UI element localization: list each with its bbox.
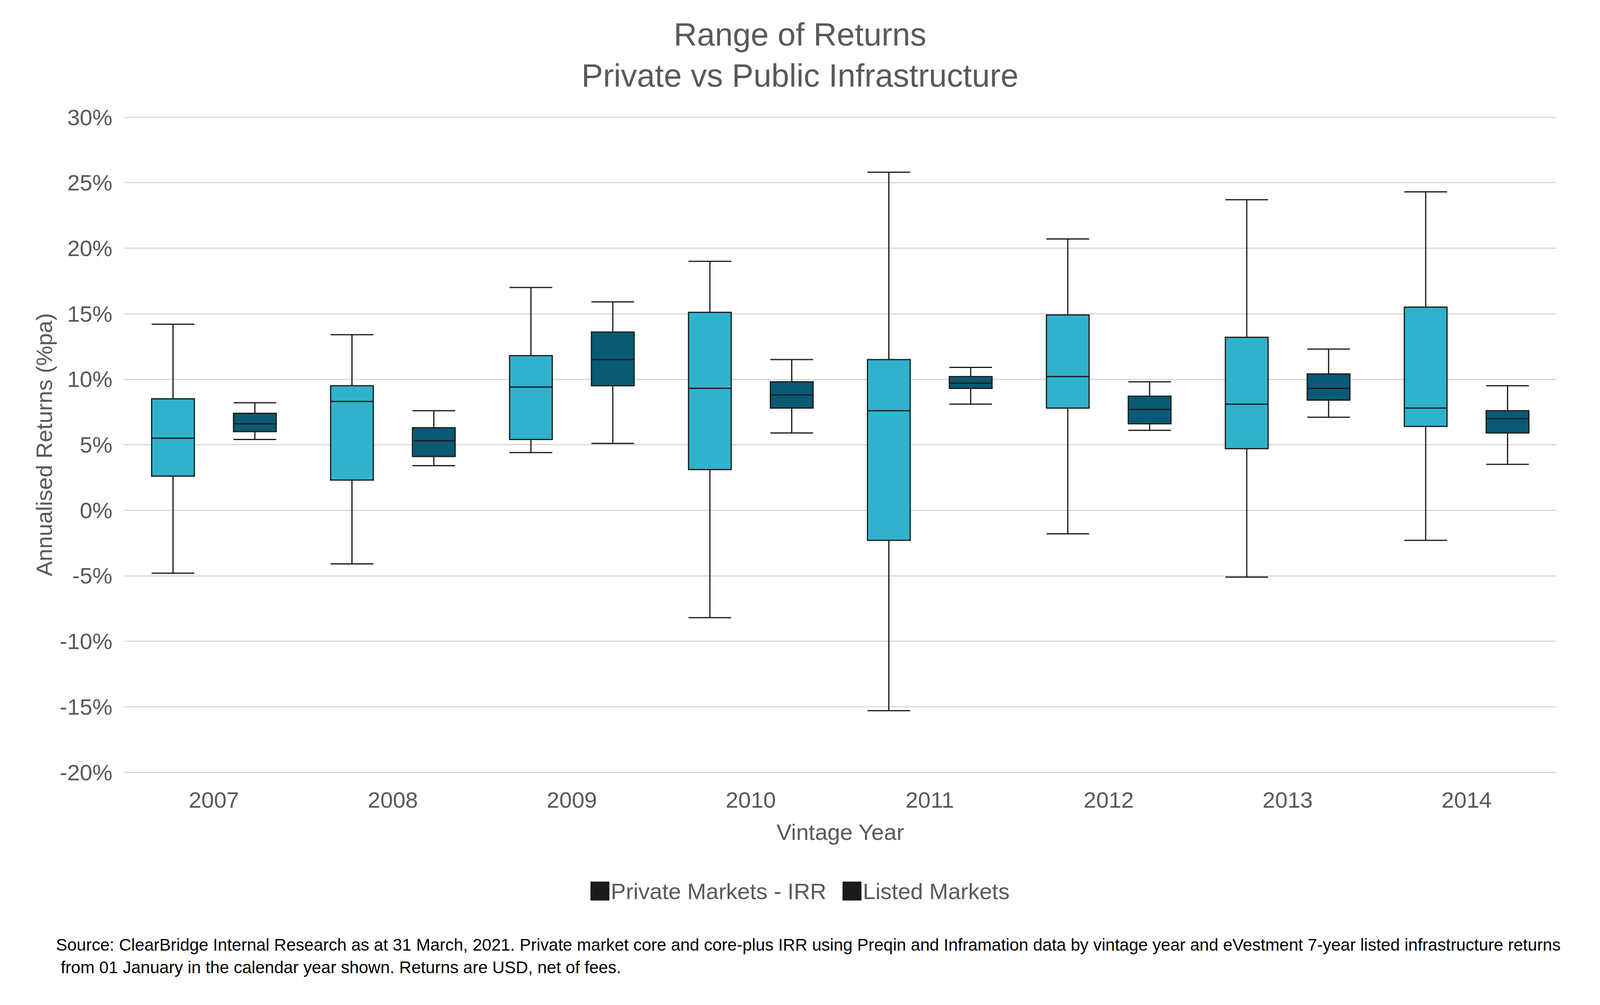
svg-text:20%: 20% (67, 235, 113, 262)
svg-text:2009: 2009 (546, 787, 597, 813)
svg-text:Range of Returns: Range of Returns (673, 16, 927, 53)
svg-text:2013: 2013 (1262, 787, 1313, 813)
svg-text:-10%: -10% (59, 628, 113, 655)
svg-text:2007: 2007 (188, 787, 240, 813)
svg-text:0%: 0% (79, 497, 113, 524)
svg-text:5%: 5% (79, 432, 113, 458)
svg-text:Vintage Year: Vintage Year (776, 819, 905, 846)
svg-text:2012: 2012 (1083, 787, 1134, 813)
svg-text:30%: 30% (67, 104, 113, 131)
svg-text:Private vs Public Infrastructu: Private vs Public Infrastructure (581, 57, 1019, 94)
svg-text:10%: 10% (67, 366, 113, 392)
svg-text:from 01 January in the calenda: from 01 January in the calendar year sho… (55, 958, 622, 978)
svg-text:15%: 15% (67, 301, 113, 327)
svg-text:-5%: -5% (72, 563, 113, 589)
svg-text:2008: 2008 (367, 787, 419, 813)
svg-text:2010: 2010 (725, 787, 777, 813)
svg-text:Private Markets - IRR: Private Markets - IRR (610, 878, 827, 905)
svg-text:Listed Markets: Listed Markets (862, 878, 1010, 905)
svg-text:-20%: -20% (59, 760, 113, 786)
svg-text:25%: 25% (67, 169, 113, 196)
svg-text:2014: 2014 (1441, 787, 1493, 813)
svg-text:Source: ClearBridge Internal R: Source: ClearBridge Internal Research as… (55, 935, 1561, 955)
svg-text:-15%: -15% (59, 694, 113, 720)
svg-text:2011: 2011 (905, 787, 954, 813)
svg-text:Annualised Returns (%pa): Annualised Returns (%pa) (31, 313, 57, 577)
